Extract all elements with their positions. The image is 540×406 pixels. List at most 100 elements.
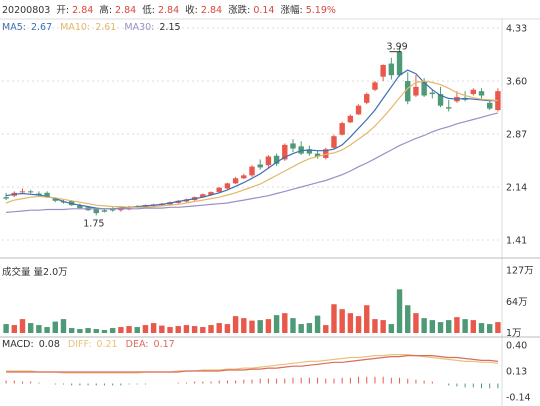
volume-bar	[380, 320, 386, 333]
volume-bar	[208, 325, 214, 333]
volume-bar	[191, 326, 198, 333]
volume-pane	[3, 289, 501, 333]
ma10-legend-label: MA10:	[60, 22, 90, 33]
candle-down	[77, 205, 83, 209]
price-tick-label: 2.14	[506, 183, 527, 194]
candle-down	[273, 155, 280, 164]
volume-bar	[495, 322, 501, 333]
candle-up	[364, 94, 370, 103]
candle-down	[405, 81, 411, 102]
volume-bar	[298, 324, 304, 333]
volume-bar	[347, 313, 354, 333]
change-label: 涨跌:	[228, 4, 250, 16]
candle-down	[109, 209, 116, 211]
volume-tick-label: 127万	[506, 266, 534, 277]
candle-up	[413, 86, 419, 96]
candle-down	[314, 153, 321, 157]
macd-tick-label: -0.14	[506, 393, 531, 404]
ma5-legend-value: 2.67	[31, 22, 52, 33]
volume-bar	[396, 289, 403, 333]
candle-down	[396, 51, 403, 76]
candle-down	[462, 98, 468, 100]
percent-label: 涨幅:	[281, 4, 303, 16]
candle-down	[306, 149, 313, 154]
ma-legend: MA5: 2.67 MA10: 2.61 MA30: 2.15	[2, 22, 181, 33]
volume-bar	[232, 316, 239, 333]
volume-bar	[364, 305, 370, 333]
close-value: 2.84	[201, 5, 222, 16]
candle-down	[421, 81, 427, 96]
volume-bar	[36, 325, 42, 333]
volume-bar	[60, 319, 67, 333]
ma30-line	[6, 112, 499, 213]
volume-bar	[167, 327, 173, 333]
volume-bar	[273, 315, 280, 333]
volume-bar	[413, 313, 419, 333]
volume-bar	[142, 325, 149, 333]
volume-bar	[478, 323, 485, 333]
low-label: 低:	[142, 4, 155, 16]
candle-up	[232, 178, 239, 184]
diff-legend-value: 0.21	[96, 339, 117, 350]
volume-bar	[27, 323, 34, 333]
volume-axis: 127万 64万 1万	[506, 266, 534, 340]
price-axis: 4.33 3.60 2.87 2.14 1.41	[506, 24, 527, 247]
macd-tick-label: 0.13	[506, 367, 527, 378]
header-date: 20200803	[2, 5, 50, 16]
candle-up	[372, 82, 378, 90]
candle-down	[44, 192, 50, 198]
candle-up	[19, 191, 26, 193]
macd-legend-label: MACD:	[2, 339, 34, 350]
candle-up	[331, 136, 337, 148]
dea-legend-value: 0.17	[154, 339, 175, 350]
candle-up	[495, 91, 501, 111]
change-value: 0.14	[253, 5, 274, 16]
price-tick-label: 2.87	[506, 130, 527, 141]
candle-up	[265, 156, 272, 166]
volume-legend: 成交量 量2.0万	[2, 266, 68, 278]
volume-bar	[446, 320, 452, 333]
volume-bar	[429, 320, 436, 333]
price-pane: 3.99 1.75	[3, 42, 501, 229]
ma10-line	[5, 80, 498, 208]
volume-bar	[3, 324, 9, 333]
candle-up	[323, 149, 329, 158]
volume-bar	[355, 316, 362, 333]
candle-down	[437, 94, 444, 106]
volume-bar	[19, 319, 26, 333]
ma10-legend-value: 2.61	[95, 22, 116, 33]
candle-down	[68, 200, 75, 206]
high-label: 高:	[99, 4, 112, 16]
volume-bar	[224, 324, 231, 333]
volume-bar	[331, 304, 337, 333]
candle-down	[429, 92, 436, 95]
candle-down	[290, 143, 296, 149]
ma30-legend-value: 2.15	[159, 22, 180, 33]
volume-bar	[150, 323, 157, 333]
volume-bar	[421, 318, 427, 333]
volume-bar	[470, 320, 477, 333]
volume-bar	[44, 327, 50, 333]
macd-legend: MACD: 0.08 DIFF: 0.21 DEA: 0.17	[2, 339, 175, 350]
volume-bar	[462, 319, 468, 333]
high-value: 2.84	[115, 5, 136, 16]
volume-bar	[77, 329, 83, 333]
volume-bar	[241, 318, 247, 333]
ma5-legend-label: MA5:	[2, 22, 26, 33]
volume-bar	[257, 320, 263, 333]
price-annotation: 1.75	[83, 218, 104, 229]
volume-bar	[68, 328, 75, 333]
candle-down	[446, 107, 452, 109]
candle-down	[298, 146, 304, 154]
candle-up	[208, 192, 214, 195]
candle-up	[355, 105, 362, 115]
candle-up	[339, 123, 345, 135]
candle-up	[126, 206, 132, 210]
candle-down	[27, 191, 34, 193]
volume-bar	[175, 326, 181, 333]
candle-down	[93, 208, 99, 214]
dea-legend-label: DEA:	[126, 339, 149, 350]
diff-legend-label: DIFF:	[68, 339, 92, 350]
macd-tick-label: 0.40	[506, 341, 527, 352]
